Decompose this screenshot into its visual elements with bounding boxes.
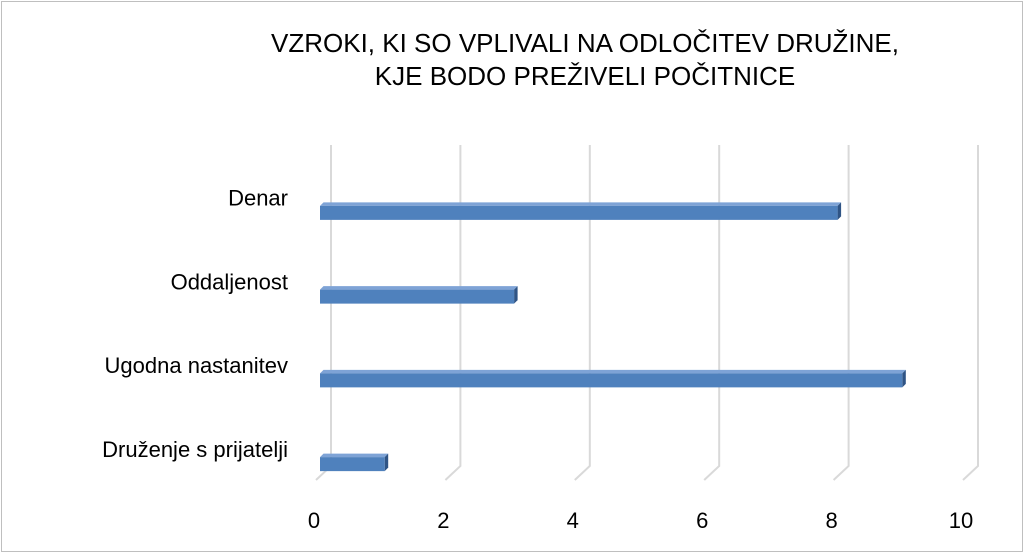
x-tick-label: 8 — [825, 508, 837, 533]
bar — [320, 286, 518, 304]
bar-side — [514, 286, 518, 304]
bar — [320, 202, 842, 220]
grid-line — [444, 145, 462, 481]
bar-front — [320, 289, 515, 304]
chart-title: KJE BODO PREŽIVELI POČITNICE — [375, 61, 795, 91]
bar-front — [320, 205, 838, 220]
bar-top — [320, 286, 518, 290]
x-tick-label: 6 — [696, 508, 708, 533]
y-tick-label: Denar — [228, 186, 288, 211]
x-tick-label: 2 — [437, 508, 449, 533]
grid-line — [703, 145, 721, 481]
bar-top — [320, 453, 389, 458]
bar-top — [320, 202, 842, 206]
bar-front — [320, 457, 385, 472]
bar-side — [902, 369, 906, 388]
bar — [320, 453, 389, 472]
x-tick-label: 0 — [308, 508, 320, 533]
y-tick-label: Oddaljenost — [171, 269, 288, 294]
bar-top — [320, 369, 906, 374]
grid-line — [574, 145, 591, 481]
bar-front — [320, 373, 903, 388]
bar-side — [384, 453, 389, 472]
chart-title: VZROKI, KI SO VPLIVALI NA ODLOČITEV DRUŽ… — [271, 28, 899, 58]
bar-side — [837, 202, 842, 220]
y-tick-label: Druženje s prijatelji — [102, 437, 288, 462]
x-tick-label: 10 — [949, 508, 973, 533]
grid-line — [832, 145, 850, 481]
bar — [320, 369, 906, 388]
y-tick-label: Ugodna nastanitev — [105, 353, 288, 378]
x-tick-label: 4 — [567, 508, 579, 533]
grid-line — [962, 145, 979, 481]
